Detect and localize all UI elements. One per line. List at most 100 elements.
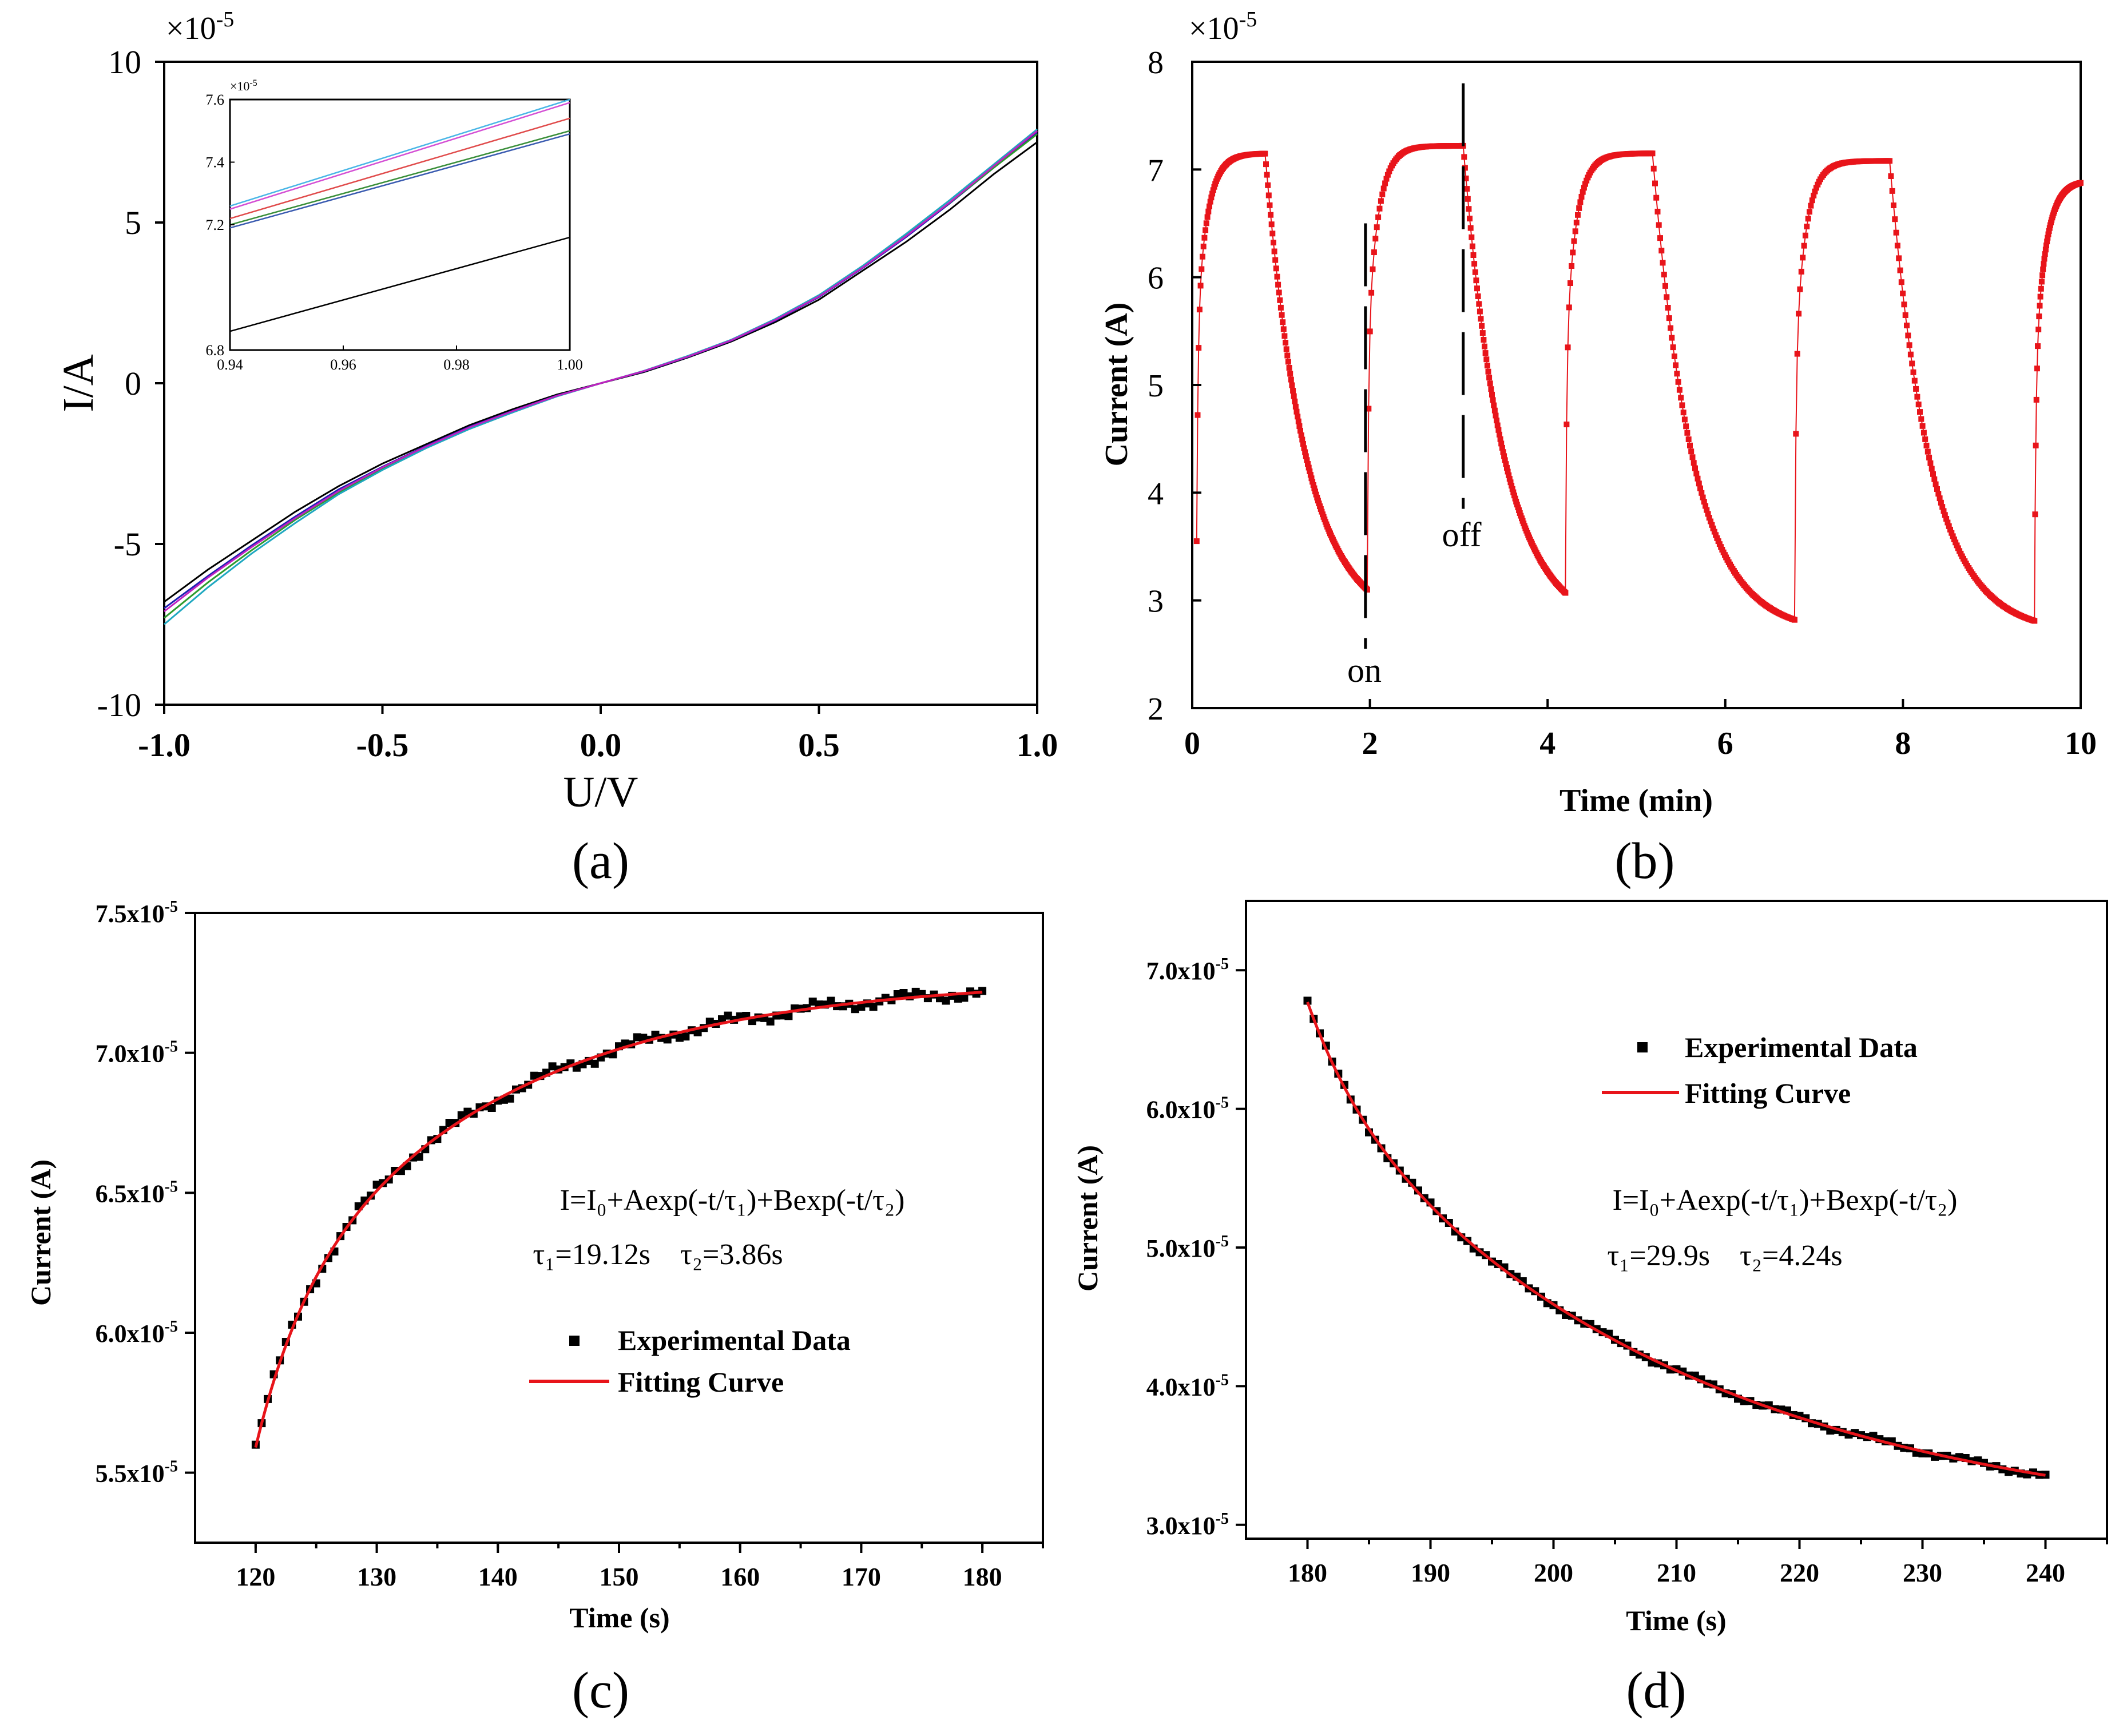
- panel-b-off-annotation: off: [1442, 516, 1482, 554]
- panel-b-data-point: [1196, 307, 1203, 313]
- panel-b-y-multiplier: ×10-5: [1189, 7, 1257, 46]
- panel-b-data-point: [1506, 472, 1512, 478]
- panel-b-data-point: [1277, 297, 1283, 303]
- panel-b-data-point: [1661, 272, 1667, 277]
- panel-b-data-point: [2034, 366, 2040, 372]
- panel-a-inset-line: [229, 133, 570, 229]
- panel-b-data-point: [1657, 235, 1663, 241]
- panel-b-data-point: [1292, 398, 1298, 404]
- panel-b-data-point: [1798, 268, 1804, 275]
- panel-b-data-point: [1199, 266, 1205, 272]
- panel-b-data-point: [1479, 323, 1485, 329]
- panel-b-data-point: [1482, 343, 1487, 349]
- panel-a-inset-y-tick-label: 7.2: [206, 217, 225, 233]
- panel-b-on-annotation: on: [1347, 652, 1382, 689]
- panel-c-fit-line: [254, 991, 983, 1448]
- panel-b-data-point: [2033, 396, 2039, 403]
- panel-b-data-point: [1474, 285, 1480, 292]
- panel-b-data-point: [1274, 273, 1280, 280]
- panel-c-y-tick-label: 6.5x10-5: [96, 1178, 178, 1207]
- panel-b-data-point: [1700, 494, 1706, 500]
- panel-d-ticks: 180 190 200 210 220 230 240 7.0x10-5 6.0x10-5 5.0…: [1146, 955, 2108, 1587]
- panel-b-data-point: [1304, 457, 1310, 463]
- panel-b-data-point: [1704, 507, 1710, 513]
- panel-b-data-point: [1924, 448, 1931, 455]
- panel-c-data-point: [663, 1035, 672, 1044]
- panel-b-data-point: [1889, 188, 1895, 194]
- panel-b-data-point: [1376, 205, 1383, 212]
- panel-c-data-point: [487, 1104, 496, 1112]
- panel-b-data-point: [1482, 350, 1489, 356]
- panel-b-data-point: [1575, 212, 1581, 218]
- panel-b-data-point: [1470, 252, 1477, 258]
- panel-b-data-point: [1491, 407, 1498, 414]
- panel-b-data-point: [2044, 239, 2050, 245]
- panel-b-data-point: [1939, 504, 1946, 510]
- panel-b-data-point: [1193, 538, 1200, 545]
- panel-a-inset-frame: [229, 98, 571, 351]
- panel-b-data-point: [1926, 454, 1932, 460]
- panel-c-data-point: [506, 1094, 514, 1103]
- panel-b-data-point: [1301, 445, 1307, 451]
- panel-b-data-point: [1211, 184, 1217, 190]
- panel-b-data-point: [1687, 442, 1693, 448]
- panel-b-data-point: [1900, 291, 1906, 297]
- panel-b-data-point: [1797, 286, 1803, 292]
- panel-b-data-point: [1913, 386, 1919, 392]
- panel-b-data-point: [1656, 222, 1662, 228]
- panel-b-data-point: [1662, 283, 1668, 289]
- panel-b-data-point: [1268, 221, 1275, 228]
- panel-b-data-point: [1945, 519, 1951, 526]
- panel-b-data-point: [1793, 431, 1799, 437]
- panel-b-data-point: [1310, 482, 1316, 488]
- panel-b-data-point: [1283, 346, 1289, 352]
- panel-b-data-point: [1679, 402, 1685, 408]
- panel-b-data-point: [1382, 180, 1388, 186]
- panel-b-data-point: [1509, 486, 1515, 492]
- panel-c-x-tick-label: 140: [478, 1562, 518, 1591]
- panel-c-tau-values: τ₁=19.12s τ₂=3.86s: [533, 1238, 783, 1271]
- panel-b-data-point: [1905, 332, 1911, 339]
- panel-b-data-point: [1911, 378, 1918, 384]
- panel-a-inset-y-multiplier: ×10-5: [230, 78, 257, 93]
- panel-b-data-point: [1488, 386, 1494, 392]
- panel-b-data-point: [1909, 360, 1915, 367]
- panel-b-data-point: [1949, 530, 1955, 536]
- panel-a-inset-y-tick-label: 6.8: [206, 342, 225, 359]
- panel-b-data-point: [1652, 180, 1658, 186]
- panel-d-y-axis-label: Current (A): [1072, 1145, 1104, 1292]
- panel-b-data-point: [1303, 453, 1309, 459]
- panel-b-data-point: [2046, 228, 2052, 234]
- panel-b-data-point: [1203, 227, 1209, 233]
- panel-c-data-point: [857, 1003, 866, 1011]
- panel-b-data-point: [1302, 449, 1308, 455]
- panel-c-data-point: [445, 1119, 454, 1127]
- panel-b-data-point: [1300, 441, 1306, 447]
- panel-b-data-point: [1668, 325, 1674, 331]
- panel-b-data-point: [1934, 486, 1940, 492]
- panel-b-data-point: [1313, 491, 1319, 498]
- panel-b-data-point: [1204, 214, 1211, 220]
- panel-c-rise-fit: 120 130 140 150 160 170 180 7.5x10-5 7.0x10-5 6.5…: [25, 898, 1044, 1719]
- panel-b-data-point: [1469, 234, 1475, 240]
- panel-b-data-point: [2045, 231, 2051, 237]
- panel-c-data-point: [724, 1011, 732, 1020]
- panel-b-data-point: [1484, 363, 1490, 369]
- panel-a-x-tick-label: -1.0: [138, 726, 191, 764]
- panel-a-inset-line: [229, 117, 570, 220]
- panel-b-data-point: [1196, 345, 1202, 351]
- panel-b-data-point: [1951, 537, 1957, 542]
- panel-c-legend-data-label: Experimental Data: [618, 1324, 851, 1356]
- panel-d-x-tick-label: 180: [1288, 1558, 1327, 1587]
- panel-b-data-point: [1887, 158, 1893, 164]
- panel-b-data-point: [1915, 402, 1922, 408]
- panel-b-data-point: [1804, 224, 1810, 229]
- panel-b-data-point: [1305, 464, 1312, 471]
- panel-d-legend: Experimental Data Fitting Curve: [1602, 1031, 1918, 1109]
- panel-b-data-point: [1285, 359, 1291, 365]
- panel-a-x-tick-label: -0.5: [356, 726, 409, 764]
- panel-b-data-point: [1297, 428, 1303, 434]
- panel-b-data-point: [1683, 423, 1689, 430]
- panel-b-data-point: [1201, 235, 1208, 241]
- panel-c-y-axis-label: Current (A): [25, 1159, 57, 1306]
